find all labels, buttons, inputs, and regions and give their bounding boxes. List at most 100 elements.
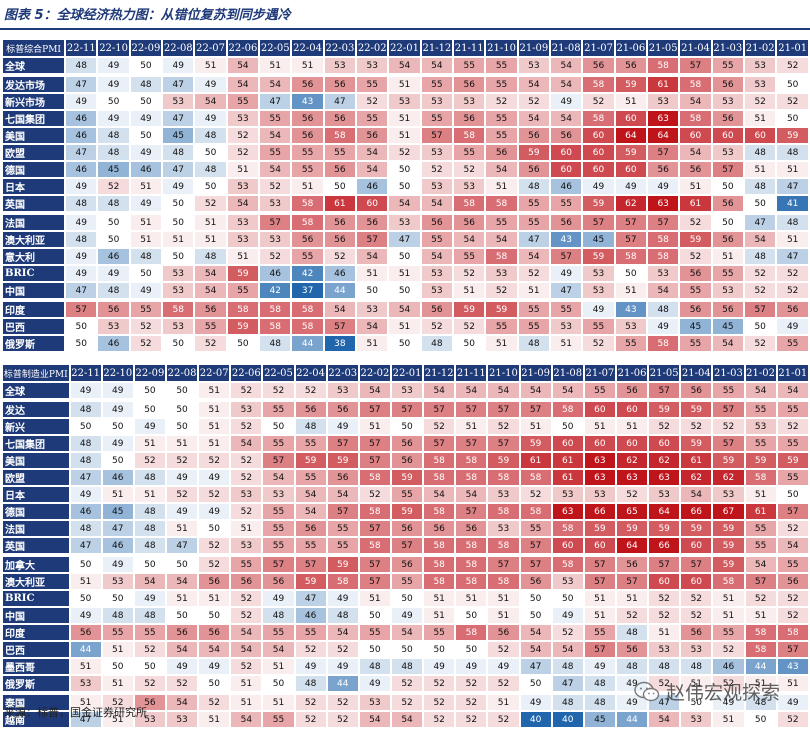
heatmap-cell: 54: [389, 196, 420, 211]
heatmap-cell: 49: [777, 319, 808, 334]
heatmap-cell: 59: [327, 453, 358, 468]
heatmap-cell: 55: [777, 400, 808, 417]
heatmap-row: 发达 48 49 50 50 51 53 55 56 56 57 57 57 57 57 57 58 60 60 59…: [3, 400, 808, 417]
row-label: 澳大利亚: [3, 232, 65, 247]
row-label: 全球: [3, 58, 65, 73]
heatmap-cell: 50: [389, 283, 420, 298]
heatmap-cell: 49: [130, 145, 162, 160]
row-label: 中国: [3, 283, 65, 298]
heatmap-cell: 52: [327, 642, 358, 657]
heatmap-cell: 58: [424, 574, 455, 589]
heatmap-cell: 56: [199, 625, 230, 640]
heatmap-cell: 52: [424, 693, 455, 710]
heatmap-cell: 53: [518, 58, 550, 73]
heatmap-cell: 54: [551, 111, 582, 126]
row-label: 发达市场: [3, 75, 65, 92]
heatmap-cell: 59: [777, 128, 808, 143]
heatmap-cell: 59: [486, 300, 517, 317]
heatmap-cell: 58: [359, 504, 390, 519]
heatmap-cell: 57: [359, 453, 390, 468]
heatmap-cell: 51: [195, 58, 226, 73]
heatmap-cell: 49: [70, 487, 101, 502]
heatmap-cell: 52: [231, 591, 262, 606]
heatmap-cell: 54: [421, 196, 453, 211]
heatmap-cell: 52: [583, 336, 614, 351]
heatmap-cell: 52: [649, 608, 680, 623]
heatmap-cell: 53: [231, 487, 262, 502]
heatmap-cell: 48: [66, 196, 97, 211]
heatmap-cell: 53: [488, 521, 519, 536]
heatmap-cell: 51: [680, 179, 711, 194]
heatmap-cell: 56: [777, 574, 808, 589]
heatmap-cell: 51: [454, 283, 485, 298]
heatmap-cell: 56: [391, 453, 423, 468]
heatmap-cell: 49: [66, 249, 97, 264]
row-label: 印度: [3, 300, 65, 317]
heatmap-cell: 58: [227, 300, 259, 317]
heatmap-cell: 54: [745, 232, 776, 247]
heatmap-cell: 50: [389, 249, 420, 264]
heatmap-cell: 57: [584, 642, 615, 657]
heatmap-cell: 50: [391, 419, 423, 434]
heatmap-cell: 50: [98, 232, 129, 247]
watermark: 赵伟宏观探索: [634, 678, 780, 705]
column-header: 21-10: [486, 40, 517, 56]
heatmap-row: 印度 57 56 55 58 56 58 58 58 54 53 54 56 59 59 55 55 49 43 48…: [3, 300, 808, 317]
column-header: 22-08: [163, 40, 194, 56]
row-label: 日本: [3, 487, 69, 502]
heatmap-cell: 53: [357, 58, 388, 73]
heatmap-cell: 50: [712, 213, 743, 230]
column-header: 21-08: [551, 40, 582, 56]
column-header: 22-01: [389, 40, 420, 56]
heatmap-cell: 57: [649, 383, 680, 398]
heatmap-cell: 48: [584, 676, 615, 691]
row-label: 巴西: [3, 319, 65, 334]
column-header: 21-08: [552, 365, 583, 381]
heatmap-cell: 58: [456, 538, 487, 553]
heatmap-cell: 50: [520, 608, 551, 623]
heatmap-cell: 48: [649, 659, 680, 674]
heatmap-cell: 46: [102, 538, 133, 553]
heatmap-cell: 55: [295, 538, 326, 553]
heatmap-cell: 44: [324, 283, 356, 298]
heatmap-cell: 52: [424, 712, 455, 727]
heatmap-cell: 53: [615, 319, 647, 334]
heatmap-cell: 51: [777, 162, 808, 177]
heatmap-cell: 52: [713, 676, 744, 691]
heatmap-cell: 63: [584, 470, 615, 485]
heatmap-cell: 45: [98, 162, 129, 177]
heatmap-cell: 49: [130, 111, 162, 126]
heatmap-cell: 42: [292, 266, 323, 281]
heatmap-cell: 57: [712, 162, 743, 177]
heatmap-row: BRIC 49 49 50 53 54 59 46 42 46 51 51 53 52 53 52 49 53 50…: [3, 266, 808, 281]
heatmap-row: 德国 46 45 46 47 48 51 54 55 56 54 50 52 52 54 56 60 60 60 56…: [3, 162, 808, 177]
heatmap-cell: 54: [488, 383, 519, 398]
heatmap-cell: 56: [712, 111, 743, 126]
heatmap-cell: 64: [648, 128, 679, 143]
heatmap-cell: 57: [359, 555, 390, 572]
heatmap-cell: 54: [649, 712, 680, 727]
heatmap-cell: 45: [584, 712, 615, 727]
heatmap-cell: 49: [134, 419, 165, 434]
column-header: 21-05: [648, 40, 679, 56]
heatmap-cell: 58: [454, 196, 485, 211]
heatmap-cell: 57: [327, 504, 358, 519]
heatmap-cell: 52: [552, 625, 583, 640]
heatmap-cell: 52: [166, 453, 198, 468]
heatmap-cell: 53: [263, 487, 294, 502]
heatmap-cell: 48: [263, 608, 294, 623]
heatmap-cell: 54: [486, 162, 517, 177]
heatmap-cell: 58: [163, 300, 194, 317]
column-header: 21-10: [488, 365, 519, 381]
heatmap-cell: 59: [713, 538, 744, 553]
heatmap-cell: 57: [327, 436, 358, 451]
heatmap-cell: 46: [66, 162, 97, 177]
heatmap-row: 欧盟 47 48 49 48 50 52 55 55 55 54 52 53 55 56 59 60 60 59 57…: [3, 145, 808, 160]
heatmap-cell: 64: [616, 538, 648, 553]
row-label: 发达: [3, 400, 69, 417]
heatmap-cell: 51: [456, 591, 487, 606]
heatmap-cell: 50: [552, 419, 583, 434]
heatmap-cell: 58: [713, 574, 744, 589]
heatmap-cell: 50: [134, 659, 165, 674]
heatmap-cell: 51: [163, 232, 194, 247]
